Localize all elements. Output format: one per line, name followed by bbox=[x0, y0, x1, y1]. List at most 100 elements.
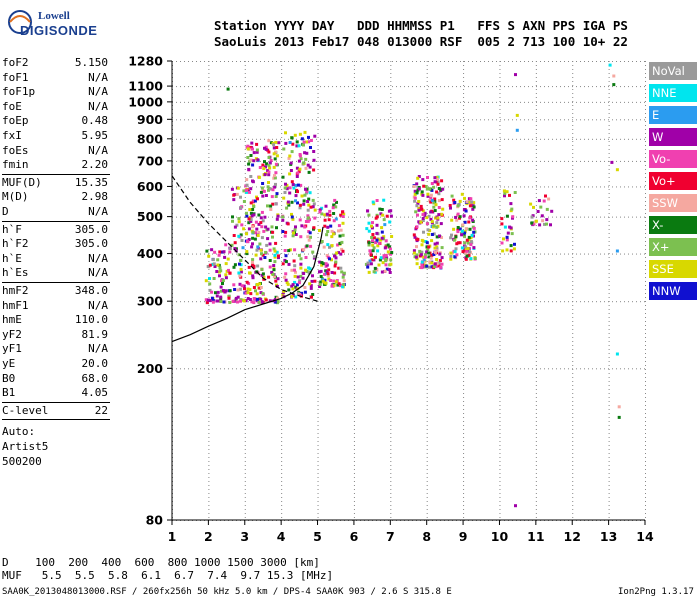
grid-dot-vertical bbox=[535, 517, 537, 518]
grid-dot-horizontal bbox=[628, 61, 629, 62]
grid-dot-vertical bbox=[390, 73, 392, 74]
grid-dot-vertical bbox=[317, 465, 319, 466]
grid-dot-vertical bbox=[426, 133, 428, 134]
grid-dot-vertical bbox=[426, 457, 428, 458]
grid-dot-horizontal bbox=[616, 301, 617, 303]
echo-point bbox=[228, 301, 232, 304]
grid-dot-vertical bbox=[317, 421, 319, 422]
echo-point bbox=[251, 208, 255, 211]
echo-point bbox=[462, 247, 466, 251]
grid-dot-vertical bbox=[572, 265, 574, 266]
grid-dot-vertical bbox=[390, 201, 392, 202]
echo-point bbox=[293, 264, 297, 268]
echo-point bbox=[371, 233, 375, 236]
grid-dot-vertical bbox=[244, 381, 246, 382]
grid-dot-horizontal bbox=[196, 368, 197, 370]
echo-point bbox=[422, 184, 426, 188]
grid-dot-horizontal bbox=[504, 160, 505, 162]
grid-dot-horizontal bbox=[596, 253, 597, 255]
grid-dot-vertical bbox=[426, 513, 428, 514]
grid-dot-vertical bbox=[645, 397, 646, 398]
grid-dot-vertical bbox=[208, 165, 210, 166]
auto-line1: Auto: bbox=[2, 425, 36, 439]
y-tick-label: 1280 bbox=[128, 54, 163, 69]
grid-dot-horizontal bbox=[492, 86, 493, 88]
grid-dot-vertical bbox=[608, 393, 610, 394]
grid-dot-vertical bbox=[572, 465, 574, 466]
grid-dot-vertical bbox=[390, 361, 392, 362]
grid-dot-vertical bbox=[208, 245, 210, 246]
grid-dot-horizontal bbox=[636, 253, 637, 255]
grid-dot-vertical bbox=[390, 489, 392, 490]
grid-dot-horizontal bbox=[300, 186, 301, 188]
grid-dot-horizontal bbox=[268, 86, 269, 88]
echo-point bbox=[267, 170, 271, 174]
grid-dot-vertical bbox=[353, 377, 355, 378]
grid-dot-vertical bbox=[645, 169, 646, 170]
grid-dot-horizontal bbox=[432, 101, 433, 103]
grid-dot-vertical bbox=[535, 237, 537, 238]
grid-dot-vertical bbox=[390, 421, 392, 422]
grid-dot-horizontal bbox=[392, 368, 393, 370]
grid-dot-horizontal bbox=[412, 368, 413, 370]
grid-dot-horizontal bbox=[608, 86, 609, 88]
grid-dot-vertical bbox=[645, 181, 646, 182]
grid-dot-horizontal bbox=[324, 253, 325, 255]
grid-dot-horizontal bbox=[396, 160, 397, 162]
grid-dot-vertical bbox=[244, 505, 246, 506]
grid-dot-vertical bbox=[608, 301, 610, 302]
echo-point bbox=[273, 255, 277, 259]
grid-dot-vertical bbox=[353, 213, 355, 214]
grid-dot-vertical bbox=[317, 173, 319, 174]
grid-dot-horizontal bbox=[464, 119, 465, 121]
grid-dot-horizontal bbox=[528, 186, 529, 188]
grid-dot-horizontal bbox=[380, 86, 381, 88]
sparse-echo-point bbox=[514, 504, 517, 508]
echo-point bbox=[251, 276, 255, 280]
grid-dot-horizontal bbox=[484, 86, 485, 88]
echo-point bbox=[248, 298, 252, 301]
echo-point bbox=[252, 286, 256, 289]
grid-dot-vertical bbox=[463, 117, 465, 118]
grid-dot-horizontal bbox=[624, 301, 625, 303]
x-tick-label: 8 bbox=[422, 529, 431, 544]
grid-dot-horizontal bbox=[508, 86, 509, 88]
x-tick-label: 5 bbox=[313, 529, 322, 544]
echo-point bbox=[413, 199, 417, 203]
grid-dot-vertical bbox=[499, 81, 501, 82]
grid-dot-vertical bbox=[463, 465, 465, 466]
echo-point bbox=[290, 215, 294, 219]
echo-point bbox=[421, 193, 425, 197]
electron-density-profile bbox=[171, 226, 324, 343]
echo-point bbox=[367, 243, 371, 247]
grid-dot-horizontal bbox=[364, 368, 365, 370]
grid-dot-horizontal bbox=[544, 368, 545, 370]
echo-point bbox=[255, 142, 259, 146]
grid-dot-vertical bbox=[281, 201, 283, 202]
grid-dot-vertical bbox=[244, 445, 246, 446]
x-tick-label: 6 bbox=[350, 529, 359, 544]
grid-dot-vertical bbox=[572, 329, 574, 330]
grid-dot-vertical bbox=[426, 397, 428, 398]
echo-point bbox=[293, 274, 297, 278]
echo-point bbox=[436, 216, 440, 220]
grid-dot-vertical bbox=[499, 117, 501, 118]
sparse-echo-point bbox=[615, 352, 619, 356]
param-value: N/A bbox=[88, 143, 108, 157]
grid-dot-vertical bbox=[244, 145, 246, 146]
echo-point bbox=[269, 159, 273, 162]
param-value: N/A bbox=[88, 85, 108, 99]
grid-dot-horizontal bbox=[612, 216, 613, 218]
grid-dot-vertical bbox=[608, 69, 610, 70]
grid-dot-vertical bbox=[390, 277, 392, 278]
grid-dot-horizontal bbox=[552, 86, 553, 88]
grid-dot-vertical bbox=[572, 389, 574, 390]
grid-dot-vertical bbox=[426, 273, 428, 274]
grid-dot-vertical bbox=[208, 453, 210, 454]
echo-point bbox=[427, 255, 431, 259]
grid-dot-vertical bbox=[281, 517, 283, 518]
grid-dot-horizontal bbox=[308, 253, 309, 255]
echo-point bbox=[341, 215, 345, 218]
grid-dot-vertical bbox=[281, 497, 283, 498]
grid-dot-vertical bbox=[426, 325, 428, 326]
